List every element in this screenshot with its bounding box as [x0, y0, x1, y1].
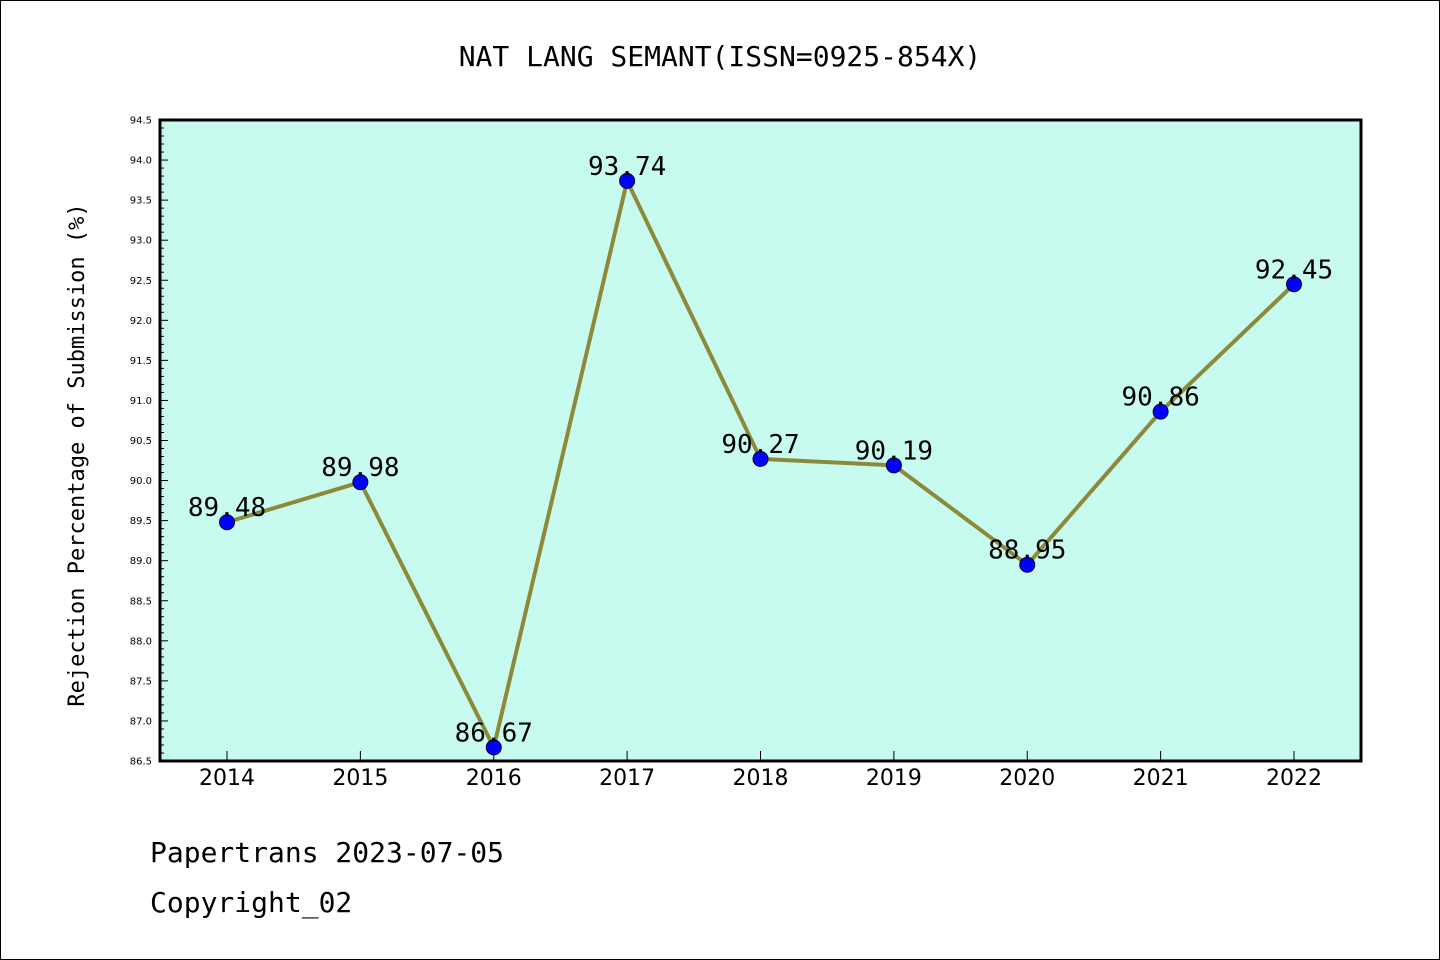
- data-point: [1152, 403, 1169, 420]
- y-tick-label: 94.0: [130, 156, 152, 167]
- x-axis: 2014 2015 2016 2017 2018 2019 2020 2021 2022: [199, 751, 1322, 791]
- x-tick-label: 2022: [1266, 766, 1322, 791]
- chart-title: NAT LANG SEMANT(ISSN=0925-854X): [459, 40, 982, 73]
- data-point: [619, 172, 636, 189]
- x-tick-label: 2014: [199, 766, 255, 791]
- plot-area: [158, 118, 1363, 763]
- data-label: 88.95: [988, 536, 1066, 566]
- data-point: [1286, 276, 1302, 293]
- data-point: [352, 474, 369, 491]
- footer-copyright: Copyright_02: [150, 886, 353, 919]
- data-point: [219, 514, 235, 531]
- data-label: 89.48: [188, 493, 266, 523]
- x-tick-label: 2015: [332, 766, 388, 791]
- y-tick-label: 88.5: [130, 596, 152, 607]
- data-point: [885, 457, 902, 474]
- x-tick-label: 2021: [1133, 766, 1189, 791]
- y-tick-label: 92.0: [130, 316, 152, 327]
- data-label: 90.86: [1121, 383, 1199, 413]
- data-label: 90.19: [855, 436, 933, 466]
- y-tick-label: 86.5: [130, 757, 152, 768]
- x-tick-label: 2017: [599, 766, 655, 791]
- y-tick-label: 89.0: [130, 556, 152, 567]
- data-point: [752, 450, 769, 467]
- data-point: [485, 739, 502, 756]
- y-tick-label: 91.0: [130, 396, 152, 407]
- data-label: 92.45: [1255, 255, 1333, 285]
- footer-source: Papertrans 2023-07-05: [150, 836, 505, 869]
- series-markers: [219, 172, 1302, 756]
- y-axis-label: Rejection Percentage of Submission (%): [65, 203, 90, 706]
- y-tick-label: 87.0: [130, 716, 152, 727]
- data-point: [1019, 556, 1036, 573]
- data-labels: 89.48 89.98 86.67 93.74 90.27 90.19 88.95 90.86…: [188, 152, 1333, 748]
- x-tick-label: 2018: [733, 766, 789, 791]
- data-label: 90.27: [721, 430, 799, 460]
- y-tick-label: 94.5: [130, 116, 152, 127]
- data-label: 89.98: [321, 453, 399, 483]
- data-label: 86.67: [455, 718, 533, 748]
- y-tick-label: 93.0: [130, 236, 152, 247]
- y-tick-label: 90.5: [130, 436, 152, 447]
- y-tick-label: 92.5: [130, 276, 152, 287]
- y-tick-label: 89.5: [130, 516, 152, 527]
- y-tick-label: 93.5: [130, 196, 152, 207]
- data-label: 93.74: [588, 152, 666, 182]
- y-tick-label: 87.5: [130, 676, 152, 687]
- y-axis: 86.5 87.0 87.5 88.0 88.5 89.0 89.5 90.0 90.5 91.0…: [130, 116, 168, 768]
- x-tick-label: 2019: [866, 766, 922, 791]
- x-tick-label: 2020: [999, 766, 1055, 791]
- y-tick-label: 90.0: [130, 476, 152, 487]
- y-tick-label: 91.5: [130, 356, 152, 367]
- x-tick-label: 2016: [466, 766, 522, 791]
- y-tick-label: 88.0: [130, 636, 152, 647]
